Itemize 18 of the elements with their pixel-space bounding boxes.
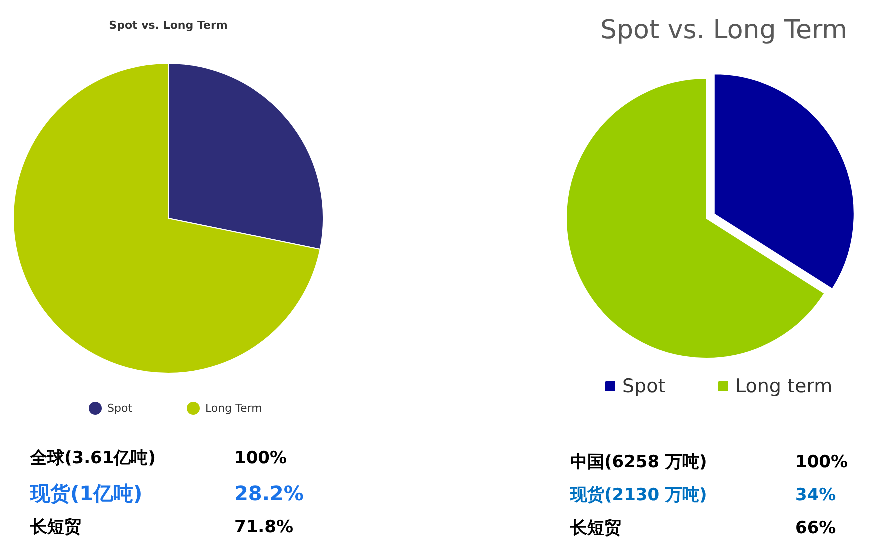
text: 28.2% (234, 482, 304, 506)
legend-label: Spot (108, 402, 134, 415)
text: 长短贸 (570, 518, 622, 538)
text: 100% (796, 452, 848, 472)
chart-title: Spot vs. Long Term (600, 16, 848, 46)
legend-label: Long term (736, 376, 833, 398)
text: 66% (796, 518, 836, 538)
text: 34% (796, 486, 836, 506)
legend-label: Spot (622, 376, 666, 398)
text: 100% (234, 448, 288, 468)
chart-title: Spot vs. Long Term (109, 19, 228, 32)
legend-label: Long Term (206, 402, 262, 415)
text: 71.8% (234, 518, 294, 538)
text: 现货(2130 万吨) (570, 486, 708, 506)
text: 长短贸 (30, 518, 82, 538)
text: 全球(3.61亿吨) (30, 448, 156, 468)
text: 中国(6258 万吨) (570, 452, 708, 472)
text: 现货(1亿吨) (30, 482, 143, 506)
